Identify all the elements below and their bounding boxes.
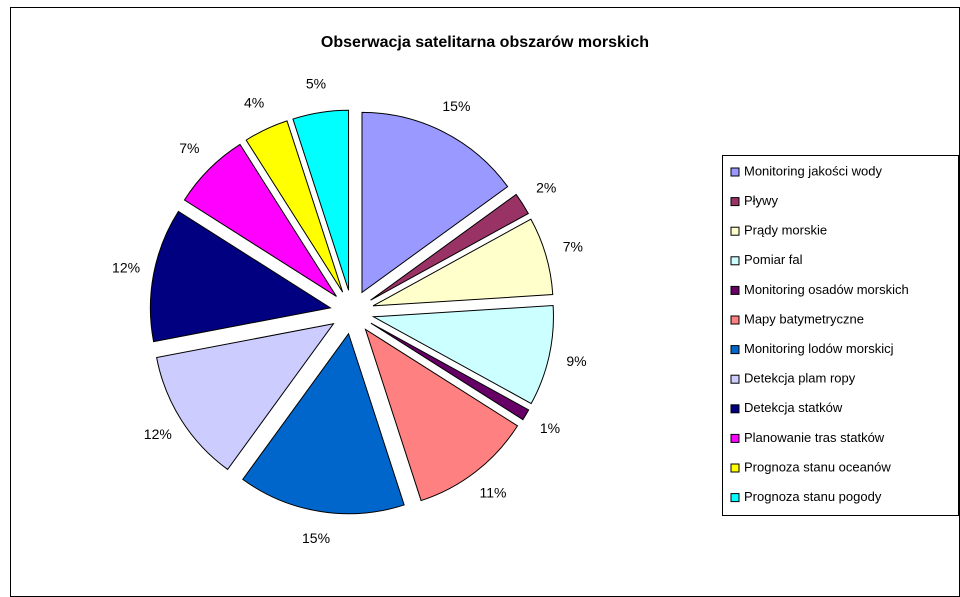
legend-label: Monitoring jakości wody [744, 163, 883, 178]
legend-label: Prognoza stanu oceanów [744, 459, 891, 474]
data-label: 4% [244, 95, 264, 111]
legend-swatch [730, 315, 740, 325]
legend-swatch [730, 404, 740, 414]
data-label: 12% [112, 260, 140, 276]
legend-swatch [730, 197, 740, 207]
legend-swatch [730, 256, 740, 266]
legend-label: Detekcja plam ropy [744, 371, 856, 386]
data-label: 7% [563, 239, 583, 255]
legend-swatch [730, 226, 740, 236]
pie-slice [372, 218, 554, 307]
legend-label: Pływy [744, 193, 778, 208]
pie-slice [245, 120, 344, 293]
legend-label: Detekcja statków [744, 400, 843, 415]
legend-box [722, 155, 959, 516]
pie-slice [370, 193, 529, 301]
data-label: 15% [302, 530, 330, 546]
data-label: 11% [479, 484, 506, 500]
chart-title: Obserwacja satelitarna obszarów morskich [321, 34, 649, 51]
legend-label: Monitoring osadów morskich [744, 282, 909, 297]
legend-label: Pomiar fal [744, 252, 803, 267]
legend-label: Prognoza stanu pogody [744, 489, 882, 504]
legend-swatch [730, 463, 740, 473]
pie-slice [361, 111, 509, 294]
pie-slice [371, 304, 554, 405]
legend-swatch [730, 433, 740, 443]
legend-swatch [730, 285, 740, 295]
legend-label: Mapy batymetryczne [744, 311, 864, 326]
legend-label: Prądy morskie [744, 223, 827, 238]
pie-slice [292, 109, 350, 291]
legend-swatch [730, 345, 740, 355]
pie-slice [364, 328, 519, 502]
legend-label: Monitoring lodów morskicj [744, 341, 894, 356]
data-label: 15% [442, 98, 470, 114]
legend-swatch [730, 374, 740, 384]
pie-slice [242, 332, 405, 515]
data-label: 12% [144, 426, 172, 442]
legend-swatch [730, 493, 740, 503]
pie-slice [149, 210, 332, 343]
data-label: 5% [306, 76, 326, 92]
legend-label: Planowanie tras statków [744, 430, 885, 445]
legend-swatch [730, 167, 740, 177]
data-label: 1% [540, 420, 560, 436]
data-label: 9% [566, 353, 586, 369]
pie-slice [183, 143, 337, 297]
pie-slice [156, 323, 335, 471]
data-label: 2% [536, 179, 556, 195]
data-label: 7% [179, 140, 199, 156]
pie-slice [370, 322, 530, 421]
